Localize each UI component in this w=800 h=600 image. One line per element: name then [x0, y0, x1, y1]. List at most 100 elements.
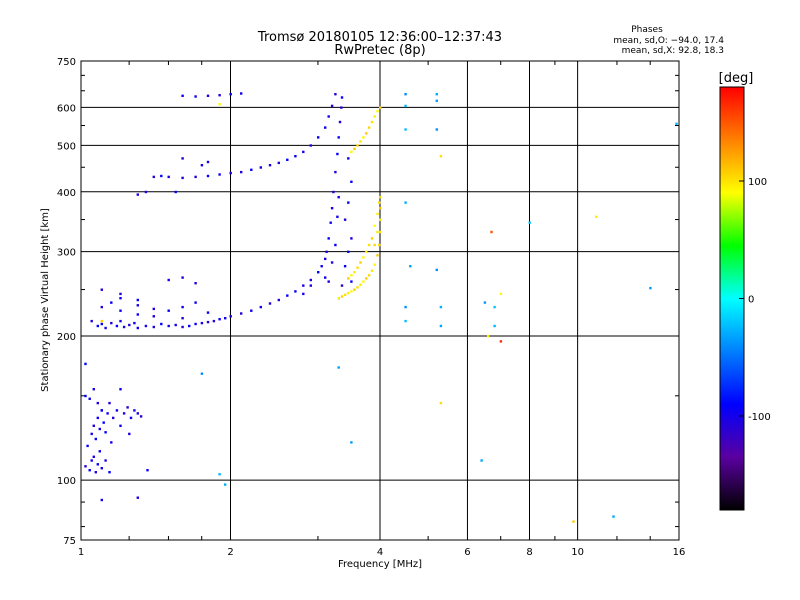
data-point	[181, 276, 184, 279]
data-point	[119, 292, 122, 296]
data-point	[136, 496, 139, 499]
data-point	[353, 147, 356, 151]
data-point	[167, 309, 170, 312]
data-point	[343, 218, 347, 221]
data-point	[122, 325, 126, 329]
data-point	[439, 305, 443, 309]
data-point	[181, 305, 184, 309]
data-point	[379, 218, 382, 221]
data-point	[160, 322, 163, 326]
data-point	[136, 193, 139, 196]
data-point	[98, 427, 101, 431]
data-point	[104, 431, 107, 434]
data-point	[595, 215, 598, 218]
data-point	[370, 269, 374, 272]
data-point	[100, 319, 103, 323]
data-point	[136, 313, 139, 316]
y-tick-label: 200	[57, 332, 76, 343]
data-point	[94, 437, 97, 441]
data-point	[379, 207, 382, 210]
data-point	[259, 166, 262, 169]
data-point	[334, 243, 337, 247]
data-point	[325, 250, 328, 253]
data-point	[302, 150, 305, 154]
data-point	[365, 277, 368, 280]
data-point	[487, 335, 490, 338]
data-point	[334, 170, 337, 174]
data-point	[224, 483, 227, 486]
stats-x-mode: mean, sd,X: 92.8, 18.3	[622, 46, 724, 56]
colorbar-label: [deg]	[719, 71, 754, 86]
x-tick-label: 8	[526, 547, 532, 558]
data-point	[359, 140, 362, 143]
data-point	[435, 268, 438, 272]
data-point	[152, 315, 155, 318]
data-point	[181, 325, 184, 329]
data-point	[377, 243, 381, 247]
data-point	[439, 155, 443, 158]
data-point	[373, 224, 376, 227]
data-point	[108, 471, 111, 474]
colorbar-tick-label: 100	[748, 177, 767, 188]
y-tick-label: 75	[63, 536, 76, 547]
data-point	[324, 126, 327, 129]
data-point	[370, 237, 374, 240]
data-point	[119, 297, 122, 300]
x-tick-label: 2	[227, 547, 233, 558]
data-point	[409, 265, 412, 268]
data-point	[174, 190, 177, 194]
data-point	[104, 459, 107, 462]
data-point	[612, 515, 615, 518]
data-point	[330, 104, 334, 108]
data-point	[359, 283, 362, 286]
data-point	[139, 415, 143, 418]
data-point	[320, 265, 323, 268]
data-point	[347, 201, 350, 204]
y-tick-label: 750	[57, 57, 76, 68]
x-tick-label: 16	[673, 547, 686, 558]
data-point	[108, 401, 111, 405]
data-point	[268, 164, 272, 167]
data-point	[404, 319, 407, 323]
data-point	[327, 115, 330, 118]
y-tick-label: 400	[57, 188, 76, 199]
data-point	[181, 157, 184, 160]
data-point	[327, 237, 330, 240]
data-point	[379, 106, 382, 109]
data-point	[128, 323, 131, 327]
x-axis-label: Frequency [MHz]	[338, 559, 422, 570]
data-point	[309, 144, 312, 147]
data-point	[119, 388, 122, 391]
colorbar-tick-label: -100	[748, 412, 771, 423]
data-point	[136, 326, 139, 330]
data-point	[439, 324, 443, 328]
data-point	[365, 250, 368, 253]
data-point	[88, 397, 91, 400]
data-point	[340, 106, 343, 109]
data-point	[144, 324, 148, 328]
data-point	[373, 115, 376, 118]
data-point	[675, 122, 678, 125]
data-point	[206, 94, 210, 97]
data-point	[343, 293, 347, 296]
data-point	[240, 170, 243, 174]
data-point	[435, 93, 438, 96]
data-point	[136, 304, 139, 307]
data-point	[229, 315, 232, 318]
data-point	[327, 280, 330, 283]
data-point	[373, 243, 376, 247]
data-point	[218, 318, 221, 321]
data-point	[133, 409, 136, 412]
data-point	[404, 104, 407, 108]
stats-o-mode: mean, sd,O: −94.0, 17.4	[613, 36, 724, 46]
data-point	[200, 372, 204, 375]
data-point	[146, 469, 149, 472]
data-point	[373, 263, 376, 266]
data-point	[92, 388, 95, 391]
data-point	[90, 319, 93, 323]
data-point	[572, 520, 575, 523]
data-point	[286, 158, 289, 161]
data-point	[493, 305, 496, 309]
data-point	[359, 261, 362, 264]
data-point	[309, 278, 312, 282]
